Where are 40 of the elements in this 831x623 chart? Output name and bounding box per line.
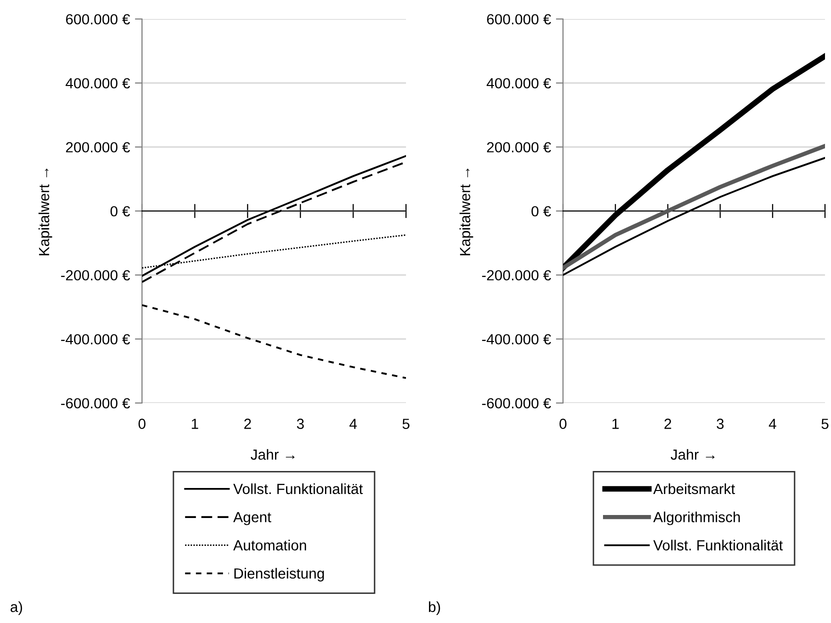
legend-label: Dienstleistung (234, 568, 324, 582)
y-tick-label: -400.000 € (482, 334, 551, 344)
x-tick-label: 1 (192, 418, 198, 429)
y-tick-label: 400.000 € (486, 78, 551, 88)
y-tick-label: 200.000 € (487, 142, 551, 152)
x-tick-label: 4 (349, 418, 357, 429)
y-tick-label: 0 € (531, 206, 551, 216)
y-tick-label: 600.000 € (487, 14, 551, 24)
x-tick-label: 2 (244, 418, 251, 429)
legend-label: Agent (233, 512, 272, 526)
y-tick-label: 0 € (110, 206, 130, 216)
y-tick-label: 600.000 € (66, 14, 130, 24)
x-tick-label: 5 (402, 418, 410, 429)
x-tick-label: 0 (138, 418, 146, 429)
legend-label: Algorithmisch (653, 512, 740, 526)
x-axis-title: Jahr → (670, 449, 715, 460)
x-tick-label: 1 (612, 418, 619, 429)
line-series (142, 304, 406, 379)
x-tick-label: 0 (560, 418, 566, 429)
x-tick-label: 4 (768, 418, 776, 429)
y-tick-label: -200.000 € (482, 270, 551, 280)
x-tick-label: 2 (664, 418, 672, 429)
legend-label: Automation (233, 540, 306, 550)
text: a) (10, 601, 22, 615)
legend-label: Vollst. Funktionalität (233, 483, 363, 494)
x-tick-label: 3 (296, 418, 304, 429)
legend-label: Vollst. Funktionalität (653, 540, 783, 550)
y-tick-label: 400.000 € (66, 78, 130, 88)
x-axis-title: Jahr → (250, 449, 295, 460)
x-tick-label: 5 (822, 418, 828, 429)
y-axis-title: Kapitalwert → (38, 168, 52, 256)
legend-label: Arbeitsmarkt (653, 483, 735, 494)
y-tick-label: 200.000 € (66, 142, 130, 152)
y-axis-title: Kapitalwert → (460, 168, 474, 256)
y-tick-label: -400.000 € (61, 334, 130, 344)
x-tick-label: 3 (716, 418, 724, 429)
text: b) (428, 601, 440, 615)
y-tick-label: -600.000 € (61, 398, 130, 408)
y-tick-label: -200.000 € (61, 270, 130, 280)
y-tick-label: -600.000 € (482, 398, 551, 408)
